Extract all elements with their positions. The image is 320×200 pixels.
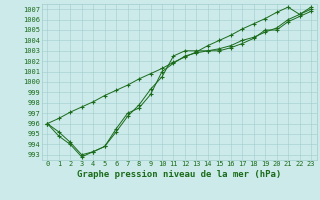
X-axis label: Graphe pression niveau de la mer (hPa): Graphe pression niveau de la mer (hPa) (77, 170, 281, 179)
